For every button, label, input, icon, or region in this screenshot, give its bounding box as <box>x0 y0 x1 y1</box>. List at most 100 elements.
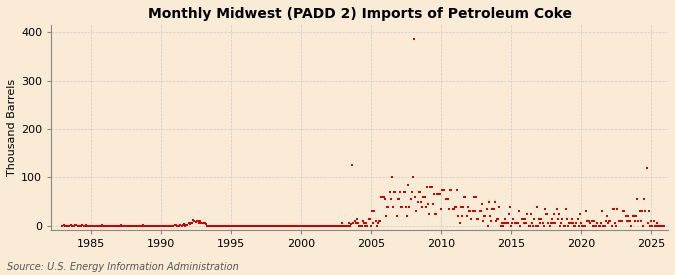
Point <box>250 224 261 228</box>
Point <box>215 224 225 228</box>
Point <box>57 224 68 228</box>
Point <box>475 209 486 214</box>
Point <box>304 224 315 228</box>
Point <box>529 216 540 221</box>
Point <box>151 224 161 228</box>
Point <box>161 224 172 228</box>
Point <box>327 224 338 228</box>
Point <box>114 224 125 228</box>
Point <box>105 224 116 228</box>
Point <box>375 219 385 223</box>
Point <box>203 224 214 228</box>
Point <box>136 224 147 228</box>
Point <box>313 224 324 228</box>
Point <box>441 197 452 202</box>
Point <box>373 221 383 226</box>
Point <box>71 223 82 227</box>
Point <box>635 219 646 223</box>
Point <box>406 190 417 194</box>
Point <box>627 214 638 218</box>
Point <box>231 224 242 228</box>
Point <box>591 224 601 228</box>
Point <box>617 219 628 223</box>
Point <box>488 207 499 211</box>
Point <box>600 219 611 223</box>
Point <box>477 202 487 206</box>
Point <box>178 223 188 228</box>
Point <box>331 224 342 228</box>
Point <box>130 224 140 228</box>
Point <box>144 224 155 228</box>
Point <box>251 224 262 228</box>
Point <box>618 209 628 214</box>
Point <box>221 224 232 228</box>
Point <box>152 224 163 228</box>
Point <box>293 224 304 228</box>
Point <box>360 224 371 228</box>
Point <box>376 195 387 199</box>
Point <box>133 224 144 228</box>
Point <box>331 224 342 228</box>
Point <box>421 204 431 209</box>
Point <box>416 199 427 204</box>
Point <box>113 224 124 228</box>
Point <box>368 221 379 226</box>
Point <box>522 211 533 216</box>
Point <box>207 224 217 228</box>
Point <box>261 224 271 228</box>
Point <box>153 224 163 228</box>
Point <box>657 224 668 228</box>
Point <box>414 190 425 194</box>
Point <box>319 224 329 228</box>
Point <box>614 219 625 223</box>
Point <box>487 207 497 211</box>
Point <box>74 224 84 228</box>
Point <box>369 209 380 214</box>
Point <box>109 224 120 228</box>
Point <box>211 224 222 228</box>
Point <box>66 224 77 228</box>
Point <box>159 224 169 228</box>
Point <box>285 224 296 228</box>
Point <box>363 216 374 221</box>
Point <box>427 202 438 206</box>
Point <box>292 224 302 228</box>
Point <box>531 204 542 209</box>
Point <box>565 221 576 226</box>
Point <box>424 211 435 216</box>
Point <box>392 214 402 218</box>
Point <box>622 214 633 218</box>
Point <box>243 224 254 228</box>
Point <box>322 224 333 228</box>
Point <box>433 192 444 197</box>
Point <box>320 224 331 228</box>
Point <box>630 214 641 218</box>
Point <box>646 219 657 223</box>
Point <box>138 223 148 228</box>
Point <box>582 219 593 223</box>
Point <box>480 214 491 218</box>
Point <box>253 224 264 228</box>
Point <box>270 224 281 228</box>
Point <box>342 224 353 228</box>
Point <box>550 221 561 226</box>
Point <box>154 224 165 228</box>
Point <box>478 219 489 223</box>
Point <box>165 224 176 228</box>
Point <box>517 216 528 221</box>
Point <box>261 224 272 228</box>
Point <box>109 224 119 228</box>
Point <box>389 190 400 194</box>
Point <box>175 223 186 228</box>
Point <box>521 221 532 226</box>
Point <box>341 224 352 228</box>
Point <box>147 224 158 228</box>
Point <box>580 209 591 214</box>
Point <box>309 224 320 228</box>
Point <box>181 223 192 228</box>
Point <box>429 192 439 197</box>
Point <box>200 221 211 226</box>
Point <box>266 224 277 228</box>
Point <box>374 219 385 223</box>
Point <box>170 223 181 228</box>
